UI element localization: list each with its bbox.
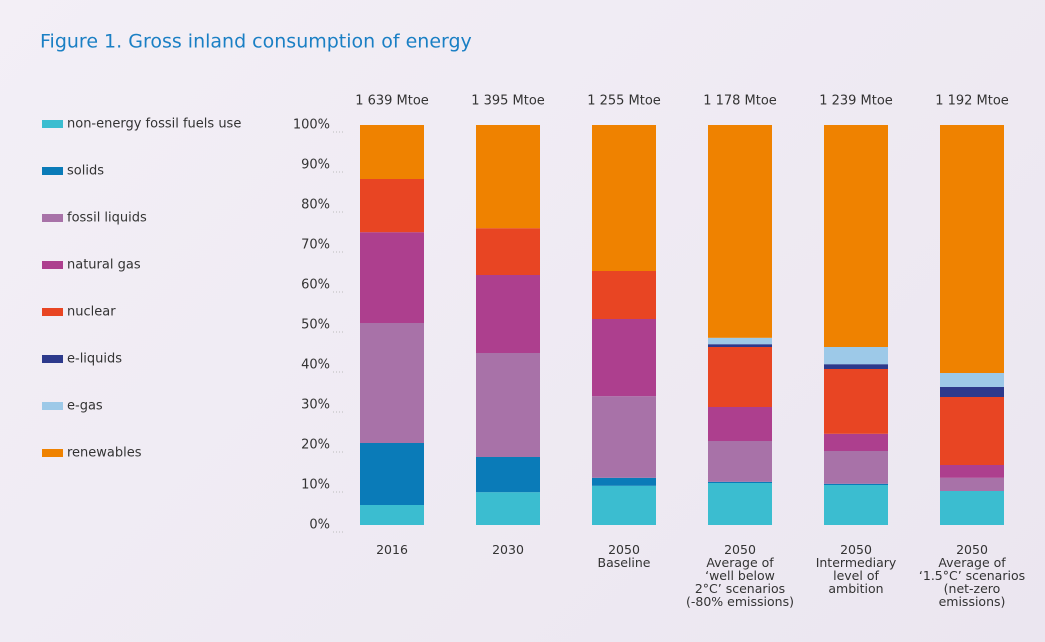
bar-segment: [940, 387, 1004, 397]
bar-segment: [708, 407, 772, 441]
y-tick-label: 0%: [309, 518, 330, 533]
bar-segment: [592, 396, 656, 478]
legend-label: non-energy fossil fuels use: [67, 117, 241, 132]
legend-label: e-liquids: [67, 352, 122, 367]
bar-segment: [592, 485, 656, 525]
bar-segment: [476, 457, 540, 493]
y-tick-label: 60%: [301, 278, 330, 293]
bar-segment: [940, 373, 1004, 387]
bar-segment: [592, 271, 656, 319]
y-tick-label: 40%: [301, 358, 330, 373]
x-tick-label: 2050 Average of ‘1.5°C’ scenarios (net-z…: [918, 542, 1026, 609]
bar-segment: [824, 451, 888, 484]
bar-segment: [940, 491, 1004, 525]
legend-swatch: [42, 449, 63, 457]
y-tick-label: 30%: [301, 398, 330, 413]
y-tick-label: 50%: [301, 318, 330, 333]
legend-label: nuclear: [67, 305, 116, 320]
legend-swatch: [42, 308, 63, 316]
bar-segment: [360, 125, 424, 179]
bar-segment: [824, 483, 888, 485]
bar-segment: [360, 179, 424, 233]
bar-segment: [940, 465, 1004, 478]
y-tick-label: 10%: [301, 478, 330, 493]
bar-segment: [708, 337, 772, 345]
legend-label: fossil liquids: [67, 211, 147, 226]
bar-segment: [476, 228, 540, 275]
legend-swatch: [42, 120, 63, 128]
bar-segment: [824, 347, 888, 365]
bar-segment: [824, 364, 888, 369]
bar-total-label: 1 178 Mtoe: [703, 94, 777, 109]
legend-label: natural gas: [67, 258, 141, 273]
bar-segment: [940, 477, 1004, 491]
bar-segment: [940, 397, 1004, 465]
legend-swatch: [42, 167, 63, 175]
bar-segment: [476, 492, 540, 525]
bar-segment: [708, 347, 772, 407]
bar-segment: [824, 485, 888, 525]
legend-label: renewables: [67, 446, 142, 461]
bar-segment: [824, 125, 888, 347]
bar-segment: [708, 344, 772, 347]
y-tick-label: 20%: [301, 438, 330, 453]
bar-segment: [708, 483, 772, 525]
x-tick-label: 2050 Baseline: [597, 542, 651, 570]
legend-swatch: [42, 214, 63, 222]
bar-segment: [708, 481, 772, 483]
bar-total-label: 1 192 Mtoe: [935, 94, 1009, 109]
x-tick-label: 2016: [376, 542, 408, 557]
x-tick-label: 2030: [492, 542, 524, 557]
legend-swatch: [42, 261, 63, 269]
x-tick-label: 2050 Intermediary level of ambition: [815, 542, 897, 596]
bar-segment: [360, 505, 424, 525]
bar-segment: [360, 232, 424, 323]
bar-total-label: 1 239 Mtoe: [819, 94, 893, 109]
y-tick-label: 100%: [293, 118, 330, 133]
bar-segment: [708, 125, 772, 338]
legend-swatch: [42, 402, 63, 410]
legend-label: solids: [67, 164, 104, 179]
legend-label: e-gas: [67, 399, 103, 414]
legend-swatch: [42, 355, 63, 363]
y-tick-label: 90%: [301, 158, 330, 173]
bar-segment: [476, 275, 540, 353]
bar-segment: [708, 441, 772, 482]
bar-segment: [360, 323, 424, 443]
bar-total-label: 1 255 Mtoe: [587, 94, 661, 109]
bar-segment: [476, 353, 540, 457]
bar-segment: [940, 125, 1004, 373]
bar-total-label: 1 639 Mtoe: [355, 94, 429, 109]
bar-total-label: 1 395 Mtoe: [471, 94, 545, 109]
chart-title: Figure 1. Gross inland consumption of en…: [40, 31, 472, 53]
y-tick-label: 80%: [301, 198, 330, 213]
bar-segment: [592, 319, 656, 397]
bar-segment: [824, 433, 888, 451]
bar-segment: [592, 477, 656, 486]
bar-segment: [824, 369, 888, 434]
bar-segment: [476, 125, 540, 229]
y-tick-label: 70%: [301, 238, 330, 253]
bar-segment: [592, 125, 656, 271]
x-tick-label: 2050 Average of ‘well below 2°C’ scenari…: [686, 542, 794, 609]
bar-segment: [360, 443, 424, 505]
